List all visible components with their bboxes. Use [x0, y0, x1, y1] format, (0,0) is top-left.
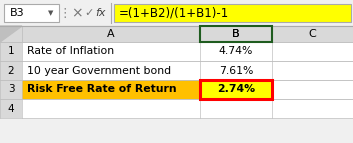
Bar — [4, 4, 59, 22]
Bar — [272, 99, 353, 118]
Text: 4.74%: 4.74% — [219, 46, 253, 56]
Bar — [200, 80, 272, 99]
Text: B3: B3 — [10, 8, 25, 18]
Text: fx: fx — [96, 8, 106, 18]
Polygon shape — [0, 26, 22, 42]
Text: 2.74%: 2.74% — [217, 85, 255, 95]
Bar — [0, 0, 353, 26]
Bar — [200, 99, 272, 118]
Bar — [22, 99, 200, 118]
Text: 7.61%: 7.61% — [219, 65, 253, 76]
Bar — [272, 42, 353, 61]
Bar — [22, 61, 200, 80]
Text: 2: 2 — [8, 65, 14, 76]
Bar — [0, 26, 353, 42]
Text: Risk Free Rate of Return: Risk Free Rate of Return — [27, 85, 176, 95]
Bar — [22, 42, 200, 61]
Text: 10 year Government bond: 10 year Government bond — [27, 65, 171, 76]
Bar — [114, 4, 351, 22]
Bar — [200, 42, 272, 61]
Text: 4: 4 — [8, 104, 14, 114]
Bar — [0, 99, 22, 118]
Text: 3: 3 — [8, 85, 14, 95]
Text: ▼: ▼ — [48, 10, 54, 16]
Text: B: B — [232, 29, 240, 39]
Bar — [272, 61, 353, 80]
Text: A: A — [107, 29, 115, 39]
Bar — [0, 42, 22, 61]
Text: C: C — [309, 29, 316, 39]
Text: ×: × — [71, 6, 83, 20]
Text: ✓: ✓ — [84, 8, 94, 18]
Text: 1: 1 — [8, 46, 14, 56]
Text: B: B — [232, 29, 240, 39]
Bar — [272, 80, 353, 99]
Text: Rate of Inflation: Rate of Inflation — [27, 46, 114, 56]
Bar — [22, 80, 200, 99]
Text: =(1+B2)/(1+B1)-1: =(1+B2)/(1+B1)-1 — [119, 6, 229, 19]
Bar — [200, 80, 272, 99]
Bar — [0, 80, 22, 99]
Bar — [0, 61, 22, 80]
Bar — [200, 61, 272, 80]
Text: ⋮: ⋮ — [59, 6, 71, 19]
Bar — [200, 26, 272, 42]
